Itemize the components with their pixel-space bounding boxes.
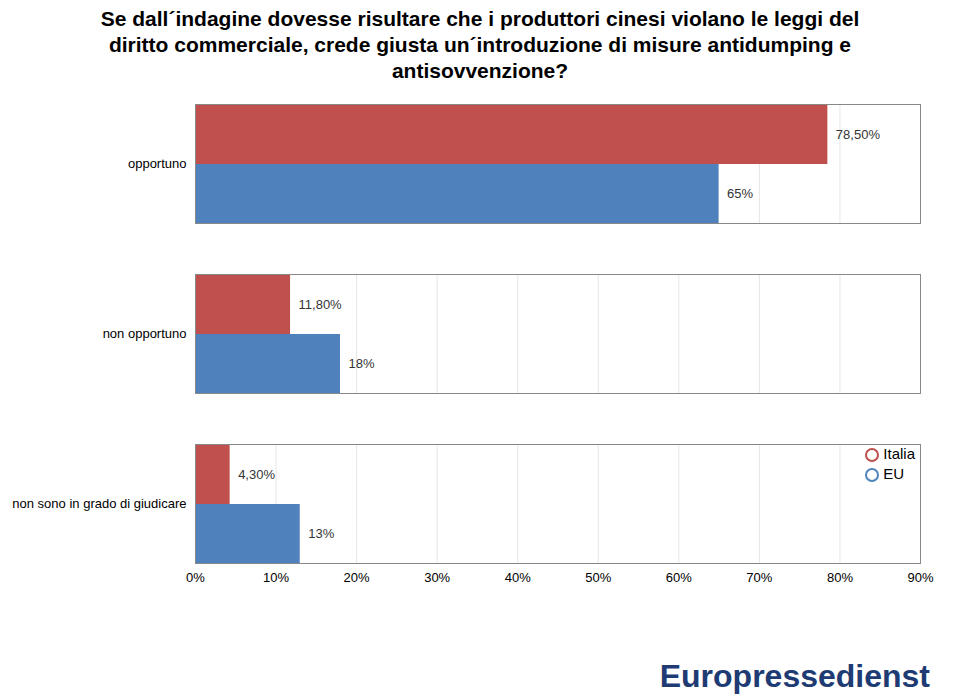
svg-text:65%: 65% [727, 186, 753, 201]
svg-text:40%: 40% [505, 570, 531, 585]
svg-text:non opportuno: non opportuno [103, 326, 187, 341]
svg-text:90%: 90% [907, 570, 933, 585]
svg-text:10%: 10% [263, 570, 289, 585]
svg-text:80%: 80% [827, 570, 853, 585]
svg-text:non sono in grado di giudicare: non sono in grado di giudicare [12, 496, 186, 511]
html-text:Italia: Italia [883, 445, 915, 462]
svg-text:13%: 13% [308, 526, 334, 541]
svg-text:4,30%: 4,30% [238, 467, 275, 482]
svg-text:18%: 18% [349, 356, 375, 371]
svg-text:opportuno: opportuno [128, 156, 187, 171]
html-text:Europressedienst: Europressedienst [659, 658, 930, 694]
html-text:EU: EU [883, 465, 905, 482]
svg-text:20%: 20% [344, 570, 370, 585]
svg-text:50%: 50% [585, 570, 611, 585]
svg-text:30%: 30% [424, 570, 450, 585]
svg-text:70%: 70% [746, 570, 772, 585]
svg-text:78,50%: 78,50% [836, 127, 881, 142]
svg-text:60%: 60% [666, 570, 692, 585]
html-text:Se dall´indagine dovesse risul: Se dall´indagine dovesse risultare che i… [100, 7, 860, 82]
svg-text:0%: 0% [186, 570, 205, 585]
svg-text:11,80%: 11,80% [299, 297, 343, 312]
